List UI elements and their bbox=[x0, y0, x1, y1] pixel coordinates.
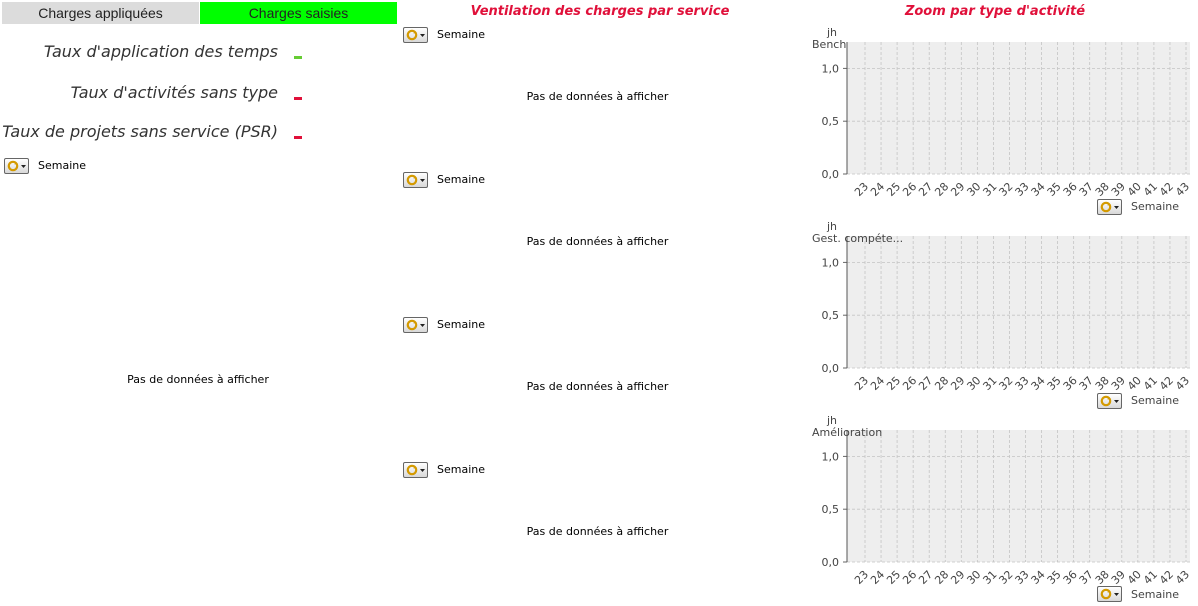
period-dropdown-button[interactable] bbox=[1097, 393, 1122, 409]
chart-title: Bench bbox=[812, 38, 846, 51]
chart-svg: 2324252627282930313233343536373839404142… bbox=[812, 414, 1192, 601]
period-dropdown-button[interactable] bbox=[1097, 586, 1122, 602]
refresh-dropdown-icon bbox=[1100, 201, 1119, 213]
chart-title: Gest. compéte... bbox=[812, 232, 903, 245]
period-dropdown-button[interactable] bbox=[403, 172, 428, 188]
chart-title: Amélioration bbox=[812, 426, 882, 439]
x-axis-label: Semaine bbox=[1131, 588, 1179, 601]
chart-svg: 2324252627282930313233343536373839404142… bbox=[812, 220, 1192, 407]
no-data-message: Pas de données à afficher bbox=[526, 90, 669, 103]
plot-area bbox=[847, 430, 1190, 562]
no-data-message: Pas de données à afficher bbox=[127, 373, 269, 386]
x-tick-label: 43 bbox=[1173, 180, 1192, 199]
refresh-dropdown-icon bbox=[1100, 395, 1119, 407]
refresh-dropdown-icon bbox=[7, 160, 26, 172]
y-tick-label: 0,5 bbox=[822, 309, 840, 322]
y-tick-label: 1,0 bbox=[822, 256, 840, 269]
y-tick-label: 1,0 bbox=[822, 62, 840, 75]
chart-svg: 2324252627282930313233343536373839404142… bbox=[812, 26, 1192, 213]
y-axis-label: jh bbox=[826, 220, 837, 233]
period-dropdown-label: Semaine bbox=[38, 159, 87, 172]
kpi-status-indicator bbox=[294, 97, 302, 100]
period-dropdown-button[interactable] bbox=[403, 462, 428, 478]
section-title-zoom: Zoom par type d'activité bbox=[904, 4, 1086, 19]
plot-area bbox=[847, 236, 1190, 368]
period-dropdown-button[interactable] bbox=[403, 27, 428, 43]
period-dropdown-button[interactable] bbox=[4, 158, 29, 174]
period-dropdown-label: Semaine bbox=[437, 28, 486, 41]
chart-amelioration: 23 24 25 26 27 28 29 30 31 32 33 34 35 36 37 38 39 40 41 42… bbox=[808, 412, 1198, 606]
x-tick-label: 43 bbox=[1173, 568, 1192, 587]
period-dropdown-label: Semaine bbox=[437, 173, 486, 186]
refresh-dropdown-icon bbox=[406, 174, 425, 186]
refresh-dropdown-icon bbox=[1100, 588, 1119, 600]
kpi-label-projets-sans-service: Taux de projets sans service (PSR) bbox=[2, 122, 278, 141]
chart-gest-competences: 23 24 25 26 27 28 29 30 31 32 33 34 35 36 37 38 39 40 41 42… bbox=[808, 218, 1198, 412]
y-axis-label: jh bbox=[826, 414, 837, 427]
y-axis-label: jh bbox=[826, 26, 837, 39]
refresh-dropdown-icon bbox=[406, 29, 425, 41]
tab-charges-appliquees[interactable]: Charges appliquées bbox=[2, 2, 199, 24]
section-title-ventilation: Ventilation des charges par service bbox=[470, 4, 730, 19]
no-data-message: Pas de données à afficher bbox=[526, 235, 669, 248]
x-axis-label: Semaine bbox=[1131, 394, 1179, 407]
kpi-label-taux-application: Taux d'application des temps bbox=[43, 42, 278, 61]
y-tick-label: 0,5 bbox=[822, 503, 840, 516]
kpi-status-indicator bbox=[294, 56, 302, 59]
period-dropdown-button[interactable] bbox=[1097, 199, 1122, 215]
period-dropdown-label: Semaine bbox=[437, 463, 486, 476]
y-tick-label: 0,0 bbox=[822, 556, 840, 569]
tab-charges-saisies[interactable]: Charges saisies bbox=[200, 2, 397, 24]
x-tick-label: 43 bbox=[1173, 374, 1192, 393]
refresh-dropdown-icon bbox=[406, 464, 425, 476]
y-tick-label: 0,0 bbox=[822, 168, 840, 181]
plot-area bbox=[847, 42, 1190, 174]
period-dropdown-button[interactable] bbox=[403, 317, 428, 333]
period-dropdown-label: Semaine bbox=[437, 318, 486, 331]
chart-bench: 23 24 25 26 27 28 29 30 31 32 33 34 35 36 37 38 39 40 41 42… bbox=[808, 24, 1198, 218]
kpi-label-activites-sans-type: Taux d'activités sans type bbox=[70, 83, 278, 102]
y-tick-label: 0,5 bbox=[822, 115, 840, 128]
no-data-message: Pas de données à afficher bbox=[526, 525, 669, 538]
refresh-dropdown-icon bbox=[406, 319, 425, 331]
y-tick-label: 1,0 bbox=[822, 450, 840, 463]
kpi-status-indicator bbox=[294, 136, 302, 139]
x-axis-label: Semaine bbox=[1131, 200, 1179, 213]
y-tick-label: 0,0 bbox=[822, 362, 840, 375]
no-data-message: Pas de données à afficher bbox=[526, 380, 669, 393]
